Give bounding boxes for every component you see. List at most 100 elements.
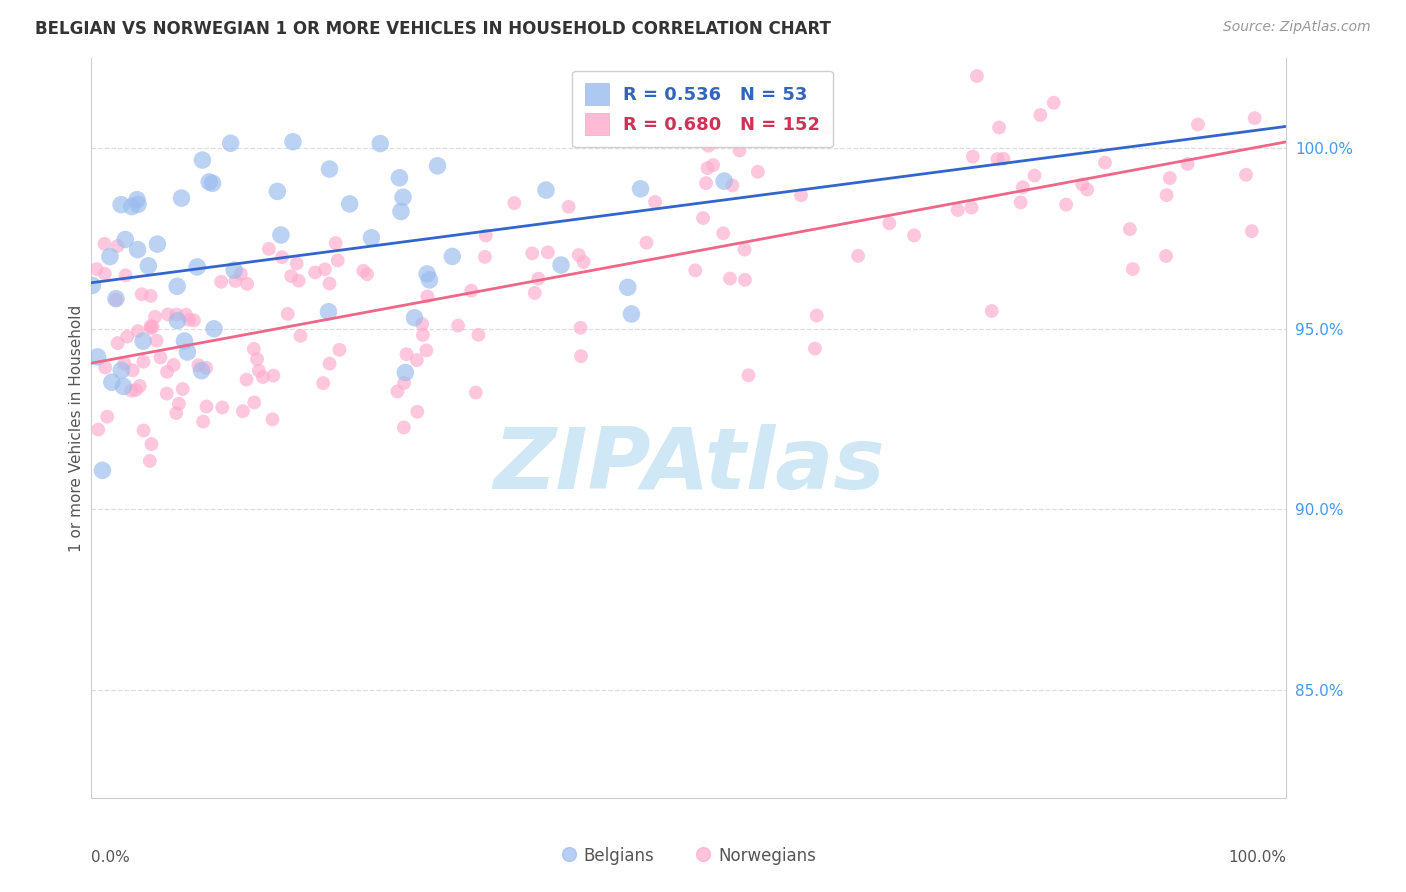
Point: [903, 228, 925, 243]
Text: 100.0%: 100.0%: [1229, 850, 1286, 865]
Point: [388, 170, 411, 185]
Point: [1076, 182, 1098, 196]
Point: [683, 263, 706, 277]
Point: [392, 190, 415, 204]
Point: [815, 121, 838, 136]
Point: [404, 310, 426, 325]
Point: [447, 318, 470, 333]
Point: [262, 412, 284, 426]
Point: [503, 196, 526, 211]
Point: [537, 245, 560, 260]
Point: [1054, 197, 1077, 211]
Point: [697, 138, 720, 153]
Point: [156, 386, 179, 401]
Point: [114, 232, 136, 246]
Point: [728, 144, 751, 158]
Point: [804, 342, 827, 356]
Point: [946, 202, 969, 217]
Point: [107, 239, 129, 253]
Point: [1234, 168, 1257, 182]
Point: [195, 360, 218, 375]
Point: [986, 152, 1008, 166]
Point: [93, 236, 115, 251]
Point: [149, 351, 172, 365]
Point: [1154, 249, 1177, 263]
Point: [125, 383, 148, 397]
Point: [636, 235, 658, 250]
Point: [1010, 195, 1032, 210]
Point: [527, 271, 550, 285]
Point: [132, 334, 155, 348]
Point: [176, 345, 198, 359]
Point: [1177, 157, 1199, 171]
Point: [318, 304, 340, 318]
Point: [128, 379, 150, 393]
Point: [143, 310, 166, 324]
Point: [572, 255, 595, 269]
Point: [219, 136, 242, 151]
Point: [406, 405, 429, 419]
Point: [98, 250, 121, 264]
Point: [145, 334, 167, 348]
Point: [419, 273, 441, 287]
Point: [127, 197, 149, 211]
Point: [326, 253, 349, 268]
Point: [209, 275, 232, 289]
Point: [179, 312, 201, 326]
Point: [271, 250, 294, 264]
Point: [304, 265, 326, 279]
Point: [201, 176, 224, 190]
Point: [139, 454, 162, 468]
Point: [173, 334, 195, 348]
Point: [550, 258, 572, 272]
Point: [125, 193, 148, 207]
Text: BELGIAN VS NORWEGIAN 1 OR MORE VEHICLES IN HOUSEHOLD CORRELATION CHART: BELGIAN VS NORWEGIAN 1 OR MORE VEHICLES …: [35, 20, 831, 37]
Point: [806, 309, 828, 323]
Point: [94, 267, 117, 281]
Point: [692, 211, 714, 225]
Text: 0.0%: 0.0%: [91, 850, 131, 865]
Point: [86, 350, 108, 364]
Point: [734, 243, 756, 257]
Point: [1122, 262, 1144, 277]
Point: [325, 236, 347, 251]
Point: [127, 324, 149, 338]
Point: [734, 273, 756, 287]
Point: [474, 250, 496, 264]
Point: [569, 349, 592, 363]
Point: [190, 364, 212, 378]
Point: [165, 406, 187, 420]
Point: [82, 278, 104, 293]
Point: [392, 376, 415, 390]
Point: [1071, 178, 1094, 192]
Text: ZIPAtlas: ZIPAtlas: [494, 424, 884, 507]
Point: [523, 285, 546, 300]
Point: [262, 368, 284, 383]
Point: [962, 149, 984, 163]
Point: [1187, 118, 1209, 132]
Point: [460, 284, 482, 298]
Point: [790, 188, 813, 202]
Point: [166, 313, 188, 327]
Point: [1024, 169, 1046, 183]
Point: [120, 384, 142, 398]
Point: [280, 269, 302, 284]
Point: [387, 384, 409, 399]
Point: [966, 69, 988, 83]
Point: [1119, 222, 1142, 236]
Point: [287, 274, 309, 288]
Point: [368, 136, 391, 151]
Point: [980, 304, 1002, 318]
Point: [441, 249, 464, 263]
Point: [186, 260, 208, 274]
Point: [104, 293, 127, 307]
Point: [721, 178, 744, 193]
Point: [339, 197, 361, 211]
Point: [198, 175, 221, 189]
Point: [644, 194, 666, 209]
Point: [392, 420, 415, 434]
Point: [266, 185, 288, 199]
Point: [395, 347, 418, 361]
Point: [328, 343, 350, 357]
Point: [285, 256, 308, 270]
